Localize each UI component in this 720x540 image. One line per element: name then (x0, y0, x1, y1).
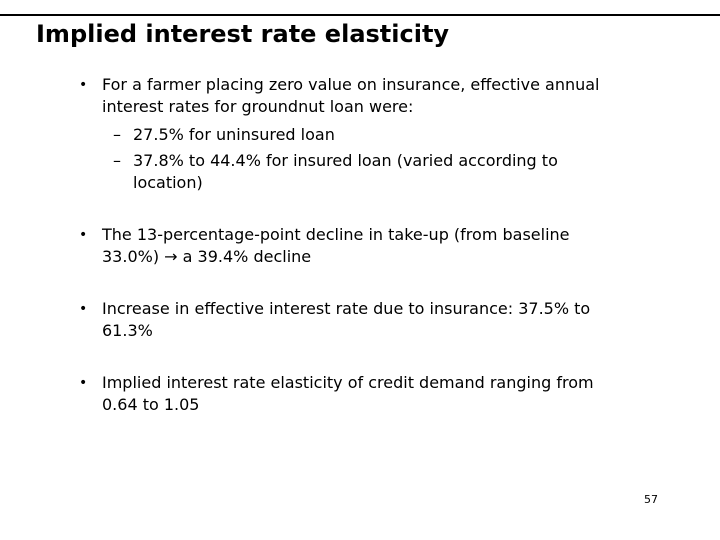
bullet-text: The 13-percentage-point decline in take-… (102, 224, 686, 268)
bullet-line: Increase in effective interest rate due … (102, 299, 591, 318)
dash-marker: – (113, 125, 121, 144)
slide-title: Implied interest rate elasticity (36, 20, 450, 48)
bullet-item: • For a farmer placing zero value on ins… (36, 74, 686, 118)
bullet-line: 27.5% for uninsured loan (133, 125, 335, 144)
bullet-line: 61.3% (102, 321, 153, 340)
bullet-line: Implied interest rate elasticity of cred… (102, 373, 594, 392)
bullet-line: For a farmer placing zero value on insur… (102, 75, 600, 94)
bullet-line: 37.8% to 44.4% for insured loan (varied … (133, 151, 558, 170)
bullet-line: location) (133, 173, 203, 192)
bullet-group: • For a farmer placing zero value on ins… (36, 74, 686, 194)
bullet-text: For a farmer placing zero value on insur… (102, 74, 686, 118)
bullet-line: 0.64 to 1.05 (102, 395, 200, 414)
dash-marker: – (113, 151, 121, 170)
sub-bullet-item: – 37.8% to 44.4% for insured loan (varie… (36, 150, 686, 194)
bullet-marker: • (79, 77, 88, 93)
bullet-group: • The 13-percentage-point decline in tak… (36, 224, 686, 268)
header-rule (0, 14, 720, 16)
bullet-line: interest rates for groundnut loan were: (102, 97, 414, 116)
sub-bullet-group: – 27.5% for uninsured loan – 37.8% to 44… (36, 124, 686, 194)
bullet-marker: • (79, 227, 88, 243)
bullet-line: 33.0%) → a 39.4% decline (102, 247, 312, 266)
bullet-item: • Increase in effective interest rate du… (36, 298, 686, 342)
bullet-item: • The 13-percentage-point decline in tak… (36, 224, 686, 268)
sub-bullet-item: – 27.5% for uninsured loan (36, 124, 686, 146)
bullet-line: The 13-percentage-point decline in take-… (102, 225, 570, 244)
bullet-group: • Increase in effective interest rate du… (36, 298, 686, 342)
page-number: 57 (644, 493, 658, 506)
bullet-marker: • (79, 375, 88, 391)
bullet-text: Implied interest rate elasticity of cred… (102, 372, 686, 416)
bullet-group: • Implied interest rate elasticity of cr… (36, 372, 686, 416)
sub-bullet-text: 37.8% to 44.4% for insured loan (varied … (133, 150, 686, 194)
slide-body: • For a farmer placing zero value on ins… (36, 74, 686, 416)
bullet-item: • Implied interest rate elasticity of cr… (36, 372, 686, 416)
bullet-marker: • (79, 301, 88, 317)
bullet-text: Increase in effective interest rate due … (102, 298, 686, 342)
sub-bullet-text: 27.5% for uninsured loan (133, 124, 686, 146)
